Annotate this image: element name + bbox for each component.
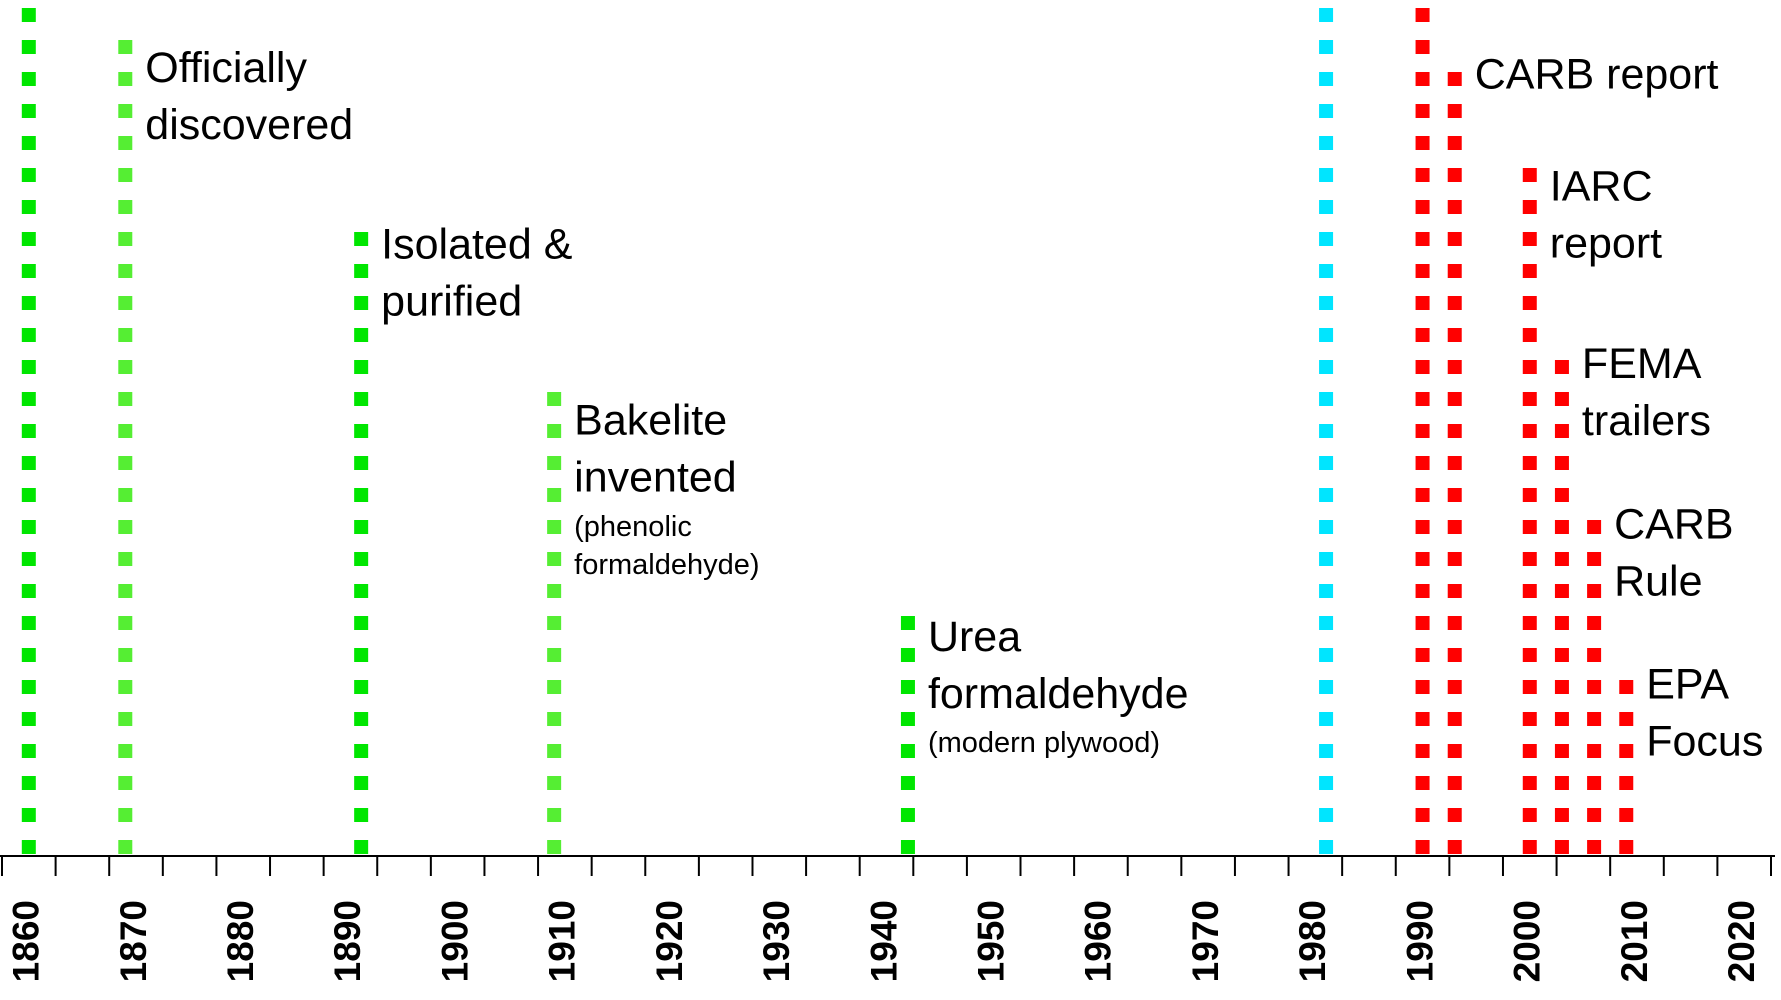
event-label: formaldehyde <box>928 670 1189 718</box>
x-tick-label: 1970 <box>1185 900 1226 982</box>
x-tick-label: 2020 <box>1721 900 1762 982</box>
event-label: CARB report <box>1475 51 1719 99</box>
event-label: Focus <box>1646 718 1763 766</box>
event-label: Urea <box>928 613 1021 661</box>
x-tick-label: 1890 <box>327 900 368 982</box>
x-tick-label: 1920 <box>649 900 690 982</box>
event-label: report <box>1550 219 1662 267</box>
event-note: formaldehyde) <box>574 549 759 581</box>
event-label: Rule <box>1614 557 1702 605</box>
event-label: CARB <box>1614 500 1733 548</box>
x-tick-label: 1910 <box>542 900 583 982</box>
x-tick-label: 1980 <box>1292 900 1333 982</box>
event-label: FEMA <box>1582 340 1702 388</box>
event-label: trailers <box>1582 397 1711 445</box>
event-note: (phenolic <box>574 511 692 543</box>
event-label: invented <box>574 454 737 502</box>
event-label: Isolated & <box>381 220 573 268</box>
x-tick-label: 1900 <box>434 900 475 982</box>
x-tick-label: 1930 <box>756 900 797 982</box>
event-label: discovered <box>145 101 353 149</box>
x-tick-label: 2010 <box>1614 900 1655 982</box>
event-label: purified <box>381 277 522 325</box>
x-tick-label: 1860 <box>6 900 47 982</box>
event-label: EPA <box>1646 661 1729 709</box>
x-tick-label: 2000 <box>1507 900 1548 982</box>
event-label: Officially <box>145 44 307 92</box>
event-label: Bakelite <box>574 397 727 445</box>
event-note: (modern plywood) <box>928 727 1160 759</box>
x-tick-label: 1870 <box>113 900 154 982</box>
x-tick-label: 1960 <box>1078 900 1119 982</box>
x-tick-label: 1990 <box>1399 900 1440 982</box>
event-label: IARC <box>1550 162 1653 210</box>
x-tick-label: 1950 <box>970 900 1011 982</box>
x-tick-label: 1880 <box>220 900 261 982</box>
x-tick-label: 1940 <box>863 900 904 982</box>
